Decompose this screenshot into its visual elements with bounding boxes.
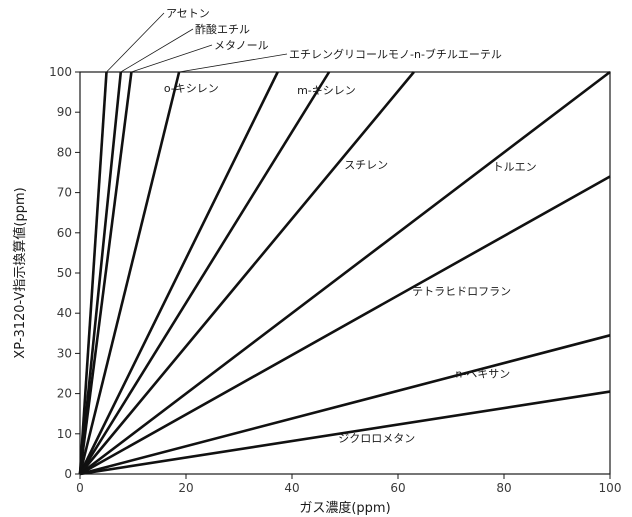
- callout-leader-2: [120, 28, 194, 73]
- y-tick-label: 70: [57, 186, 72, 200]
- x-tick-label: 60: [390, 481, 405, 495]
- series-label-n: エチレングリコールモノ-n-ブチルエーテル: [289, 47, 502, 61]
- series-label-n: n-ヘキサン: [455, 368, 510, 381]
- series-label-inline-3: スチレン: [344, 158, 388, 171]
- y-tick-label: 50: [57, 266, 72, 280]
- series-label-o: o-キシレン: [164, 82, 219, 95]
- series-line-6: [78, 71, 331, 475]
- x-axis-title: ガス濃度(ppm): [299, 500, 390, 516]
- series-line-7: [78, 71, 415, 475]
- x-tick-label: 0: [76, 481, 84, 495]
- series-line-1: [78, 71, 108, 475]
- y-tick-label: 0: [64, 467, 72, 481]
- series-line-3: [78, 71, 133, 475]
- x-tick-label: 40: [284, 481, 299, 495]
- y-tick-label: 30: [57, 346, 72, 360]
- series-line-10: [79, 334, 611, 476]
- series-line-4: [78, 71, 181, 475]
- series-label-callout-1: アセトン: [166, 7, 210, 20]
- series-label-m: m-キシレン: [297, 84, 356, 97]
- callout-leader-1: [106, 12, 165, 73]
- series-line-2: [78, 71, 123, 475]
- series-line-11: [79, 390, 611, 476]
- series-label-inline-4: トルエン: [493, 160, 537, 173]
- series-label-callout-3: メタノール: [214, 39, 269, 52]
- series-line-9: [79, 175, 611, 476]
- y-axis-title: XP-3120-V指示換算値(ppm): [12, 187, 28, 358]
- x-tick-label: 80: [496, 481, 511, 495]
- callout-leader-3: [131, 44, 213, 73]
- y-tick-label: 40: [57, 306, 72, 320]
- series-line-8: [79, 70, 611, 476]
- y-tick-label: 100: [49, 65, 72, 79]
- x-tick-label: 20: [178, 481, 193, 495]
- series-label-inline-5: テトラヒドロフラン: [412, 285, 511, 298]
- series-line-5: [78, 71, 279, 475]
- callout-leader-4: [179, 53, 288, 73]
- x-tick-label: 100: [599, 481, 622, 495]
- series-label-callout-2: 酢酸エチル: [195, 22, 250, 36]
- y-tick-label: 60: [57, 226, 72, 240]
- y-tick-label: 90: [57, 105, 72, 119]
- y-tick-label: 10: [57, 427, 72, 441]
- y-tick-label: 80: [57, 145, 72, 159]
- series-label-inline-7: ジクロロメタン: [338, 432, 415, 445]
- y-tick-label: 20: [57, 387, 72, 401]
